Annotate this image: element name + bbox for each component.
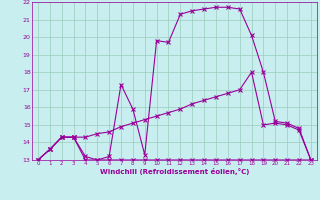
X-axis label: Windchill (Refroidissement éolien,°C): Windchill (Refroidissement éolien,°C) (100, 168, 249, 175)
